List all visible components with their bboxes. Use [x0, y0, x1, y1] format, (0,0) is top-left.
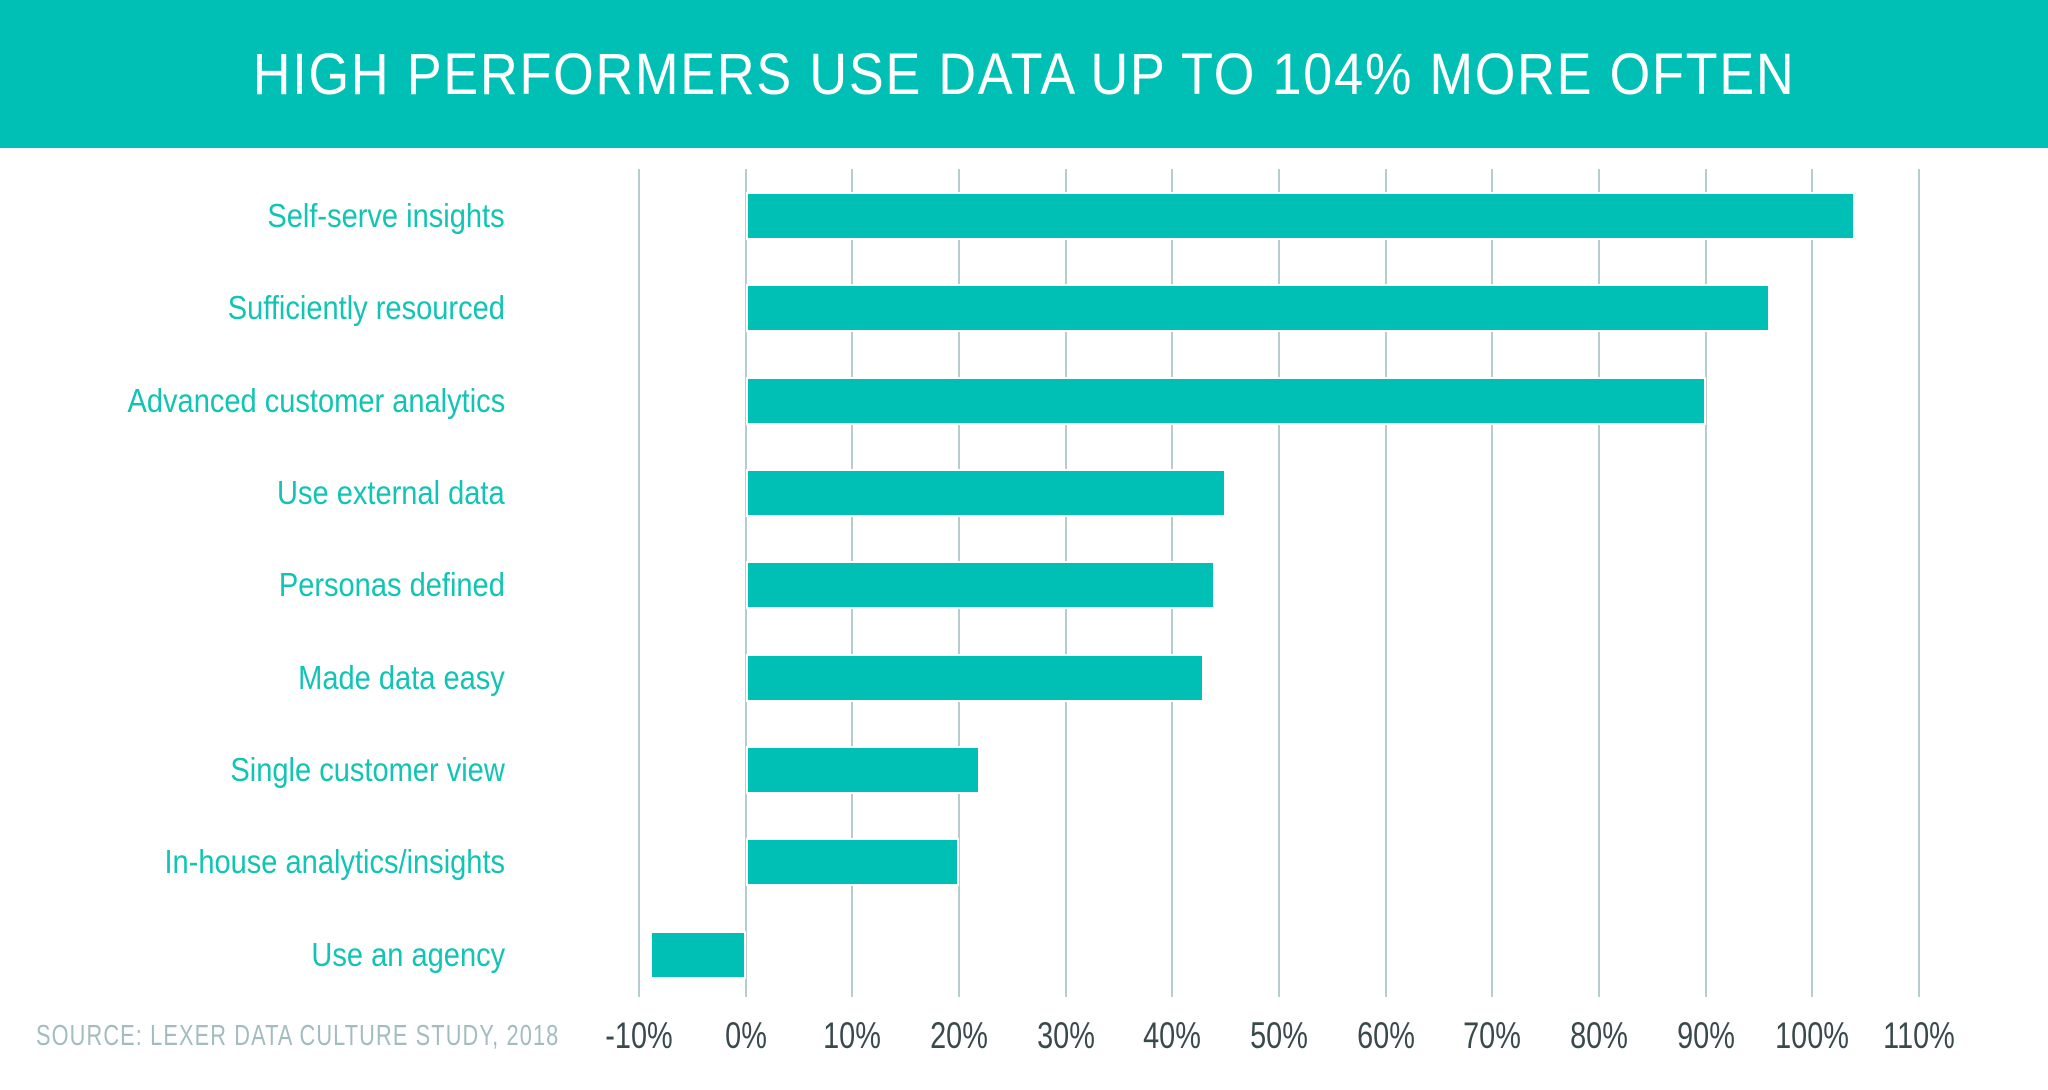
category-label: Sufficiently resourced	[227, 289, 505, 327]
category-label: Personas defined	[278, 566, 505, 604]
x-tick-label: 70%	[1463, 1015, 1522, 1056]
gridline	[1811, 169, 1814, 997]
category-label: Made data easy	[298, 658, 505, 696]
bar	[745, 376, 1706, 425]
x-tick-label: 10%	[823, 1015, 882, 1056]
x-tick-label: 100%	[1775, 1015, 1850, 1056]
x-tick-label: 110%	[1883, 1015, 1955, 1056]
category-label: Single customer view	[230, 751, 505, 789]
bar	[745, 838, 960, 887]
x-tick-label: -10%	[605, 1015, 673, 1056]
category-label: Use external data	[277, 474, 505, 512]
category-label: Advanced customer analytics	[127, 381, 505, 419]
gridline	[638, 169, 641, 997]
title-banner: HIGH PERFORMERS USE DATA UP TO 104% MORE…	[0, 0, 2048, 148]
gridline	[1278, 169, 1281, 997]
bar	[745, 469, 1226, 518]
gridline	[1384, 169, 1387, 997]
x-tick-label: 20%	[930, 1015, 988, 1056]
category-label: Use an agency	[311, 935, 505, 973]
gridline	[1598, 169, 1601, 997]
bar	[745, 561, 1216, 610]
x-tick-label: 90%	[1676, 1015, 1735, 1056]
x-tick-label: 50%	[1250, 1015, 1308, 1056]
gridline	[1918, 169, 1921, 997]
chart-title: HIGH PERFORMERS USE DATA UP TO 104% MORE…	[252, 41, 1796, 107]
category-label: Self-serve insights	[267, 197, 505, 234]
bar	[649, 930, 746, 979]
x-tick-label: 30%	[1036, 1015, 1095, 1056]
x-tick-label: 40%	[1143, 1015, 1202, 1056]
gridline	[1704, 169, 1707, 997]
source-caption: SOURCE: LEXER DATA CULTURE STUDY, 2018	[36, 1020, 560, 1052]
x-tick-label: 80%	[1570, 1015, 1628, 1056]
bar	[745, 284, 1770, 333]
x-tick-label: 60%	[1356, 1015, 1415, 1056]
x-tick-label: 0%	[724, 1015, 767, 1056]
bar	[745, 653, 1205, 702]
bar	[745, 746, 981, 795]
gridline	[1491, 169, 1494, 997]
bar	[745, 192, 1856, 240]
category-label: In-house analytics/insights	[164, 843, 505, 881]
